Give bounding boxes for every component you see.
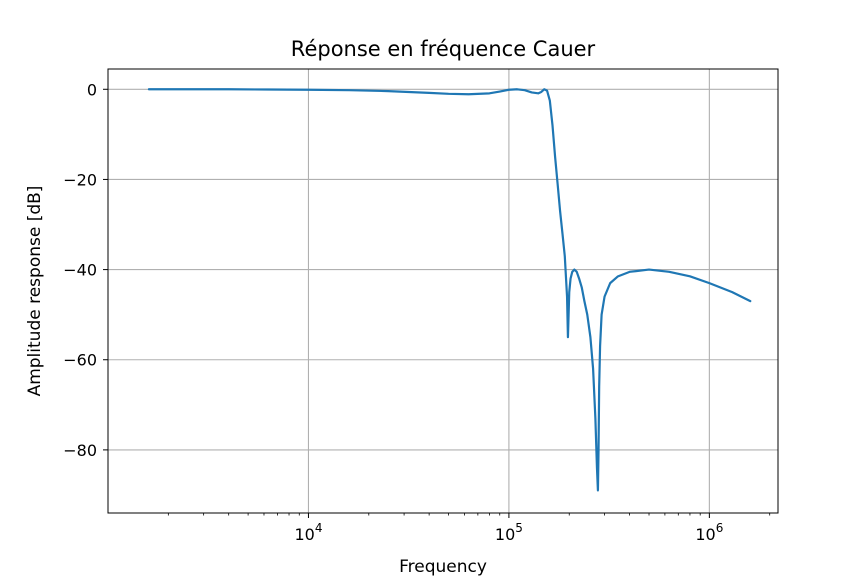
x-axis-label: Frequency [399,557,487,576]
x-tick-label-exponent: 5 [515,521,523,535]
x-tick-label-base: 10 [495,525,515,544]
x-tick-label-base: 10 [695,525,715,544]
y-tick-label: −20 [63,170,97,189]
x-tick-label-exponent: 6 [716,521,724,535]
plot-frame [107,68,779,514]
y-tick-label: −60 [63,351,97,370]
x-tick-label: 106 [695,521,723,544]
x-tick-label-base: 10 [294,525,314,544]
series-line-amplitude [147,88,752,492]
x-axis: 104 105 106 [294,513,723,544]
y-tick-label: −80 [63,441,97,460]
y-axis: 0 −20 −40 −60 −80 [63,80,108,460]
chart-title: Réponse en fréquence Cauer [291,37,596,61]
y-tick-label: 0 [87,80,97,99]
x-tick-label: 104 [294,521,322,544]
y-tick-label: −40 [63,261,97,280]
x-tick-label-exponent: 4 [315,521,323,535]
x-tick-label: 105 [495,521,523,544]
y-axis-label: Amplitude response [dB] [25,186,45,397]
